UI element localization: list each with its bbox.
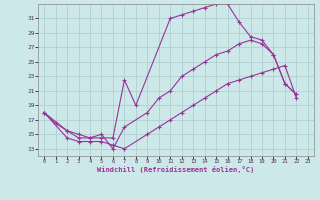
X-axis label: Windchill (Refroidissement éolien,°C): Windchill (Refroidissement éolien,°C) [97,166,255,173]
